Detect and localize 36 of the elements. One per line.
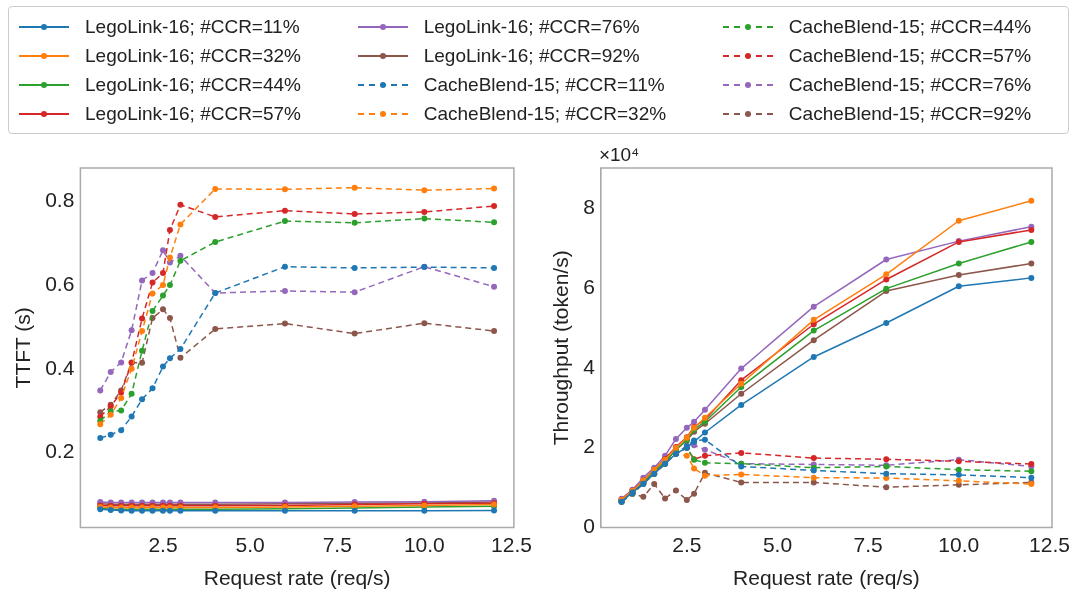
y-axis-title: Throughput (token/s)	[549, 250, 573, 446]
y-tick-label: 0	[583, 514, 595, 538]
x-tick-label: 10.0	[403, 533, 445, 556]
legend-label: LegoLink-16; #CCR=11%	[85, 15, 300, 38]
y-tick-label: 0.4	[45, 355, 75, 379]
x-tick-label: 5.0	[762, 533, 793, 556]
x-tick-label: 10.0	[938, 533, 980, 556]
x-tick-label: 5.0	[235, 533, 265, 556]
legend-label: LegoLink-16; #CCR=57%	[85, 102, 301, 125]
y-tick-label: 0.6	[45, 271, 75, 295]
y-tick-label: 8	[583, 194, 595, 218]
legend-label: LegoLink-16; #CCR=76%	[423, 15, 640, 38]
x-tick-label: 2.5	[148, 533, 178, 556]
legend-label: LegoLink-16; #CCR=44%	[85, 73, 301, 96]
x-axis-title: Request rate (req/s)	[733, 566, 920, 590]
legend-label: CacheBlend-15; #CCR=32%	[423, 102, 667, 125]
legend-label: LegoLink-16; #CCR=32%	[85, 44, 301, 67]
legend-label: CacheBlend-15; #CCR=44%	[788, 15, 1032, 38]
legend-label: CacheBlend-15; #CCR=76%	[788, 73, 1032, 96]
y-tick-label: 6	[583, 274, 595, 298]
legend-label: CacheBlend-15; #CCR=92%	[788, 102, 1032, 125]
x-tick-label: 7.5	[853, 533, 883, 556]
legend-label: CacheBlend-15; #CCR=11%	[423, 73, 665, 96]
x-tick-label: 2.5	[672, 533, 702, 556]
x-tick-label: 12.5	[1029, 533, 1070, 556]
x-axis-title: Request rate (req/s)	[203, 566, 391, 590]
y-tick-label: 4	[583, 354, 596, 378]
text: ×10⁴	[598, 143, 640, 165]
x-tick-label: 7.5	[322, 533, 352, 556]
y-axis-title: TTFT (s)	[11, 307, 35, 389]
y-tick-label: 2	[583, 434, 595, 458]
x-tick-label: 12.5	[491, 533, 532, 556]
y-tick-label: 0.2	[45, 439, 75, 463]
legend-label: CacheBlend-15; #CCR=57%	[788, 44, 1032, 67]
legend-label: LegoLink-16; #CCR=92%	[423, 44, 640, 67]
y-tick-label: 0.8	[45, 188, 75, 212]
